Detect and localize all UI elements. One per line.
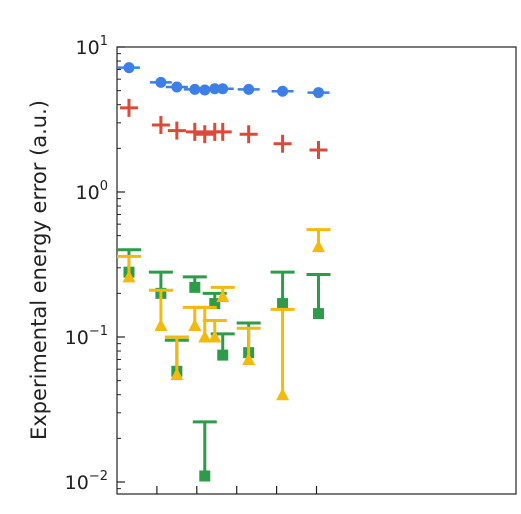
y-tick-exponent: 0 bbox=[100, 179, 108, 194]
square-point-3 bbox=[189, 281, 201, 293]
square-point-8 bbox=[277, 298, 289, 310]
series-plus bbox=[119, 98, 328, 159]
y-axis-label: Experimental energy error (a.u.) bbox=[27, 100, 51, 440]
triangle-point-7 bbox=[242, 352, 256, 365]
plus-point-9 bbox=[309, 140, 328, 159]
triangle-point-1 bbox=[154, 318, 168, 332]
y-tick-base: 10 bbox=[76, 182, 100, 204]
triangle-point-9 bbox=[311, 239, 325, 253]
triangle-point-6 bbox=[216, 289, 230, 303]
square-point-9 bbox=[312, 308, 324, 320]
plus-point-7 bbox=[239, 125, 258, 144]
triangle-point-4 bbox=[198, 330, 212, 343]
y-tick-label-2: 10−1 bbox=[65, 324, 108, 349]
triangle-point-8 bbox=[276, 387, 290, 401]
y-tick-exponent: −2 bbox=[89, 469, 108, 484]
plus-point-3 bbox=[185, 122, 204, 141]
y-tick-base: 10 bbox=[65, 472, 89, 494]
square-point-5 bbox=[209, 298, 221, 310]
plot-frame bbox=[116, 46, 517, 495]
triangle-point-5 bbox=[208, 330, 222, 343]
data-marks bbox=[116, 62, 331, 482]
plus-point-6 bbox=[213, 122, 232, 141]
y-tick-exponent: 1 bbox=[100, 34, 108, 49]
plus-point-4 bbox=[195, 125, 214, 144]
plus-point-1 bbox=[151, 115, 170, 134]
circle-point-9 bbox=[312, 87, 324, 99]
triangle-point-0 bbox=[122, 269, 136, 283]
circle-point-6 bbox=[217, 83, 229, 95]
series-square bbox=[116, 248, 331, 482]
plus-point-0 bbox=[119, 98, 138, 117]
y-tick-label-1: 100 bbox=[76, 179, 108, 204]
series-circle bbox=[117, 62, 330, 99]
square-point-6 bbox=[217, 349, 229, 361]
y-tick-exponent: −1 bbox=[89, 324, 108, 339]
circle-point-1 bbox=[155, 76, 167, 88]
y-tick-base: 10 bbox=[65, 327, 89, 349]
circle-point-0 bbox=[123, 62, 135, 74]
circle-point-7 bbox=[243, 83, 255, 95]
y-tick-base: 10 bbox=[76, 37, 100, 59]
plus-point-2 bbox=[167, 121, 186, 140]
y-tick-label-3: 10−2 bbox=[65, 469, 108, 494]
plus-point-8 bbox=[273, 134, 292, 153]
triangle-point-3 bbox=[188, 318, 202, 332]
circle-point-2 bbox=[171, 81, 183, 93]
triangle-point-2 bbox=[170, 367, 184, 381]
square-point-4 bbox=[199, 470, 211, 482]
series-triangle bbox=[116, 228, 331, 401]
circle-point-8 bbox=[277, 85, 289, 97]
y-tick-label-0: 101 bbox=[76, 34, 108, 59]
